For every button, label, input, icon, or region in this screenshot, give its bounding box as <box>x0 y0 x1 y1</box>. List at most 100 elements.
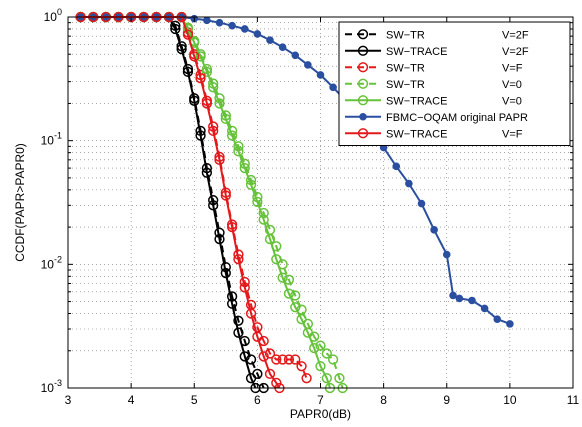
data-point <box>253 30 262 38</box>
data-point <box>283 274 295 285</box>
legend-swatch-marker <box>357 29 369 40</box>
data-point <box>214 154 225 165</box>
data-point <box>264 368 276 380</box>
y-tick-label-exponent: -2 <box>54 254 62 264</box>
data-point <box>220 190 231 201</box>
y-tick-label: 10-2 <box>41 254 62 271</box>
data-point <box>220 267 231 279</box>
data-point <box>195 130 206 141</box>
data-point <box>271 377 282 389</box>
legend-swatch-marker <box>357 95 369 106</box>
x-tick-label: 9 <box>443 393 450 407</box>
data-point <box>201 167 213 178</box>
data-point <box>266 36 274 44</box>
data-point <box>417 199 426 208</box>
x-tick-label: 7 <box>317 393 324 407</box>
data-point <box>468 296 476 305</box>
data-point <box>291 51 300 60</box>
data-point <box>189 51 200 62</box>
data-point <box>430 226 438 234</box>
x-axis-label: PAPR0(dB) <box>290 407 351 421</box>
data-point <box>296 361 307 372</box>
data-point <box>228 21 236 30</box>
data-point <box>329 83 337 92</box>
data-point <box>226 221 238 233</box>
legend-swatch-marker <box>357 78 369 89</box>
data-point <box>239 162 250 174</box>
data-point <box>315 361 326 372</box>
data-point <box>245 373 257 384</box>
y-axis-label: CCDF(PAPR>PAPR0) <box>13 143 27 262</box>
legend-entry-name: SW−TRACE <box>386 46 447 58</box>
data-point <box>214 98 225 109</box>
data-point <box>277 272 288 283</box>
data-point <box>296 314 307 325</box>
data-point <box>506 320 514 328</box>
data-point <box>201 66 213 78</box>
y-tick-label-exponent: -1 <box>54 131 62 141</box>
data-point <box>321 373 332 384</box>
data-point <box>195 73 206 84</box>
data-point <box>442 250 451 259</box>
data-point <box>239 351 250 362</box>
legend-swatch-marker <box>357 45 369 56</box>
x-tick-label: 6 <box>254 393 261 407</box>
y-tick-label: 100 <box>44 7 62 24</box>
data-point <box>208 200 219 211</box>
data-point <box>233 315 244 326</box>
data-point <box>258 214 269 225</box>
data-point <box>290 302 301 313</box>
data-point <box>233 146 244 157</box>
data-point <box>201 98 213 109</box>
data-point <box>283 354 295 365</box>
y-tick-label: 10-1 <box>41 131 62 148</box>
data-point <box>271 254 282 265</box>
data-point <box>321 348 332 359</box>
legend-entry-name: SW−TR <box>386 29 425 41</box>
legend-entry-name: SW−TRACE <box>386 128 447 140</box>
data-point <box>302 327 314 338</box>
data-point <box>208 82 219 93</box>
y-tick-label-base: 10 <box>41 381 55 395</box>
data-point <box>301 373 312 384</box>
data-point <box>203 16 211 25</box>
data-point <box>240 25 249 33</box>
data-point <box>309 343 320 354</box>
data-point <box>208 125 219 137</box>
data-point <box>252 196 263 208</box>
data-point <box>245 308 257 319</box>
data-point <box>245 179 257 190</box>
legend-entry-name: SW−TR <box>386 79 425 91</box>
legend-box <box>338 21 571 146</box>
data-point <box>290 354 301 365</box>
data-point <box>252 331 263 342</box>
y-tick-label-exponent: -3 <box>54 378 62 388</box>
data-point <box>264 348 276 359</box>
x-tick-label: 8 <box>380 393 387 407</box>
y-tick-label-base: 10 <box>41 134 55 148</box>
y-tick-label-base: 10 <box>44 10 58 24</box>
data-point <box>277 354 288 365</box>
data-point <box>226 130 238 141</box>
data-point <box>315 340 326 351</box>
data-point <box>480 304 489 313</box>
data-point <box>214 233 225 245</box>
data-point <box>182 29 194 40</box>
legend-entry-param: V=2F <box>502 46 529 58</box>
x-tick-label: 5 <box>191 393 198 407</box>
legend: SW−TR V=2F SW−TRACE V=2F SW−TR V=F SW−TR V=0 SW−… <box>338 21 571 146</box>
legend-entry-name: FBMC−OQAM original PAPR <box>386 112 528 124</box>
data-point <box>176 43 187 55</box>
data-point <box>233 254 244 265</box>
data-point <box>449 291 457 300</box>
legend-entry-param: V=F <box>502 128 523 140</box>
data-point <box>316 71 325 79</box>
legend-entry-param: V=F <box>502 62 523 74</box>
x-tick-label: 4 <box>128 393 135 407</box>
data-point <box>195 51 206 62</box>
data-point <box>189 95 200 106</box>
legend-swatch-marker <box>357 62 369 73</box>
x-tick-label: 11 <box>567 393 580 407</box>
